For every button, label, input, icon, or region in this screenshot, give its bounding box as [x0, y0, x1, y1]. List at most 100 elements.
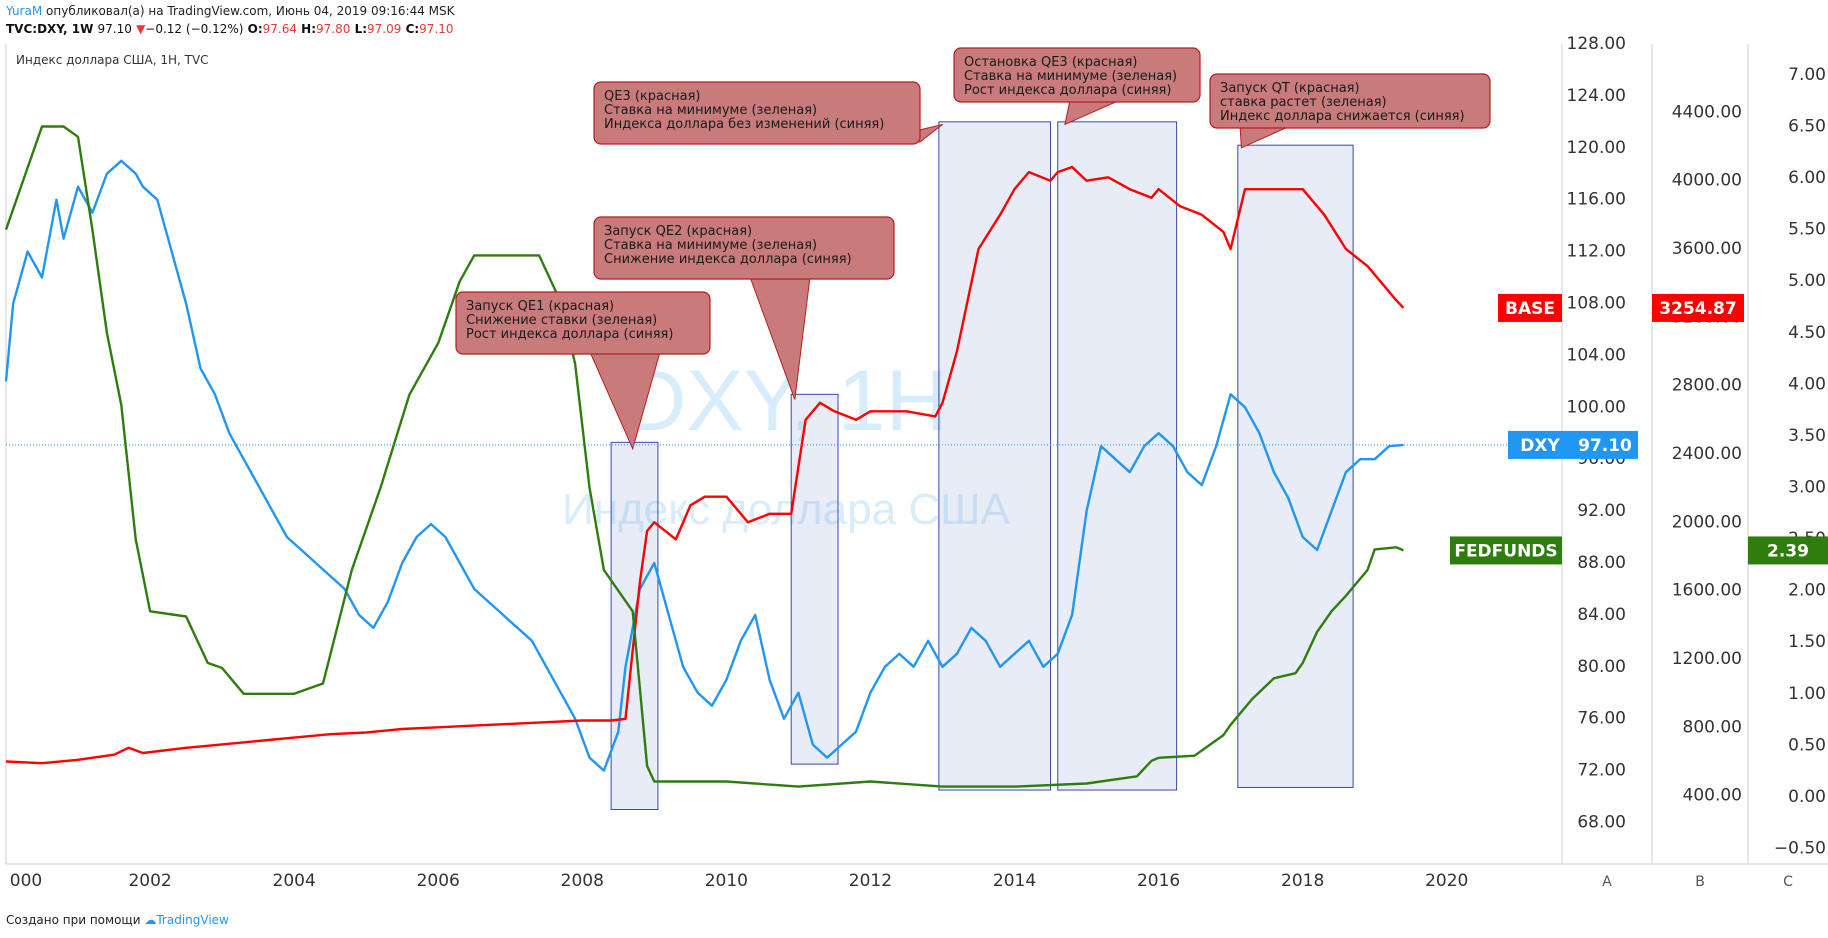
tradingview-logo-icon: ☁: [144, 913, 157, 927]
down-arrow-icon: ▼: [136, 22, 146, 36]
axis-c-tick: −0.50: [1774, 839, 1826, 859]
axis-a-tick: 108.00: [1567, 293, 1626, 313]
label-name-bg: [1508, 430, 1572, 459]
axis-b-tick: 2800.00: [1672, 376, 1742, 396]
callout-qe2[interactable]: Запуск QE2 (красная)Ставка на минимуме (…: [593, 216, 895, 400]
axis-b-tick: 1600.00: [1672, 581, 1742, 601]
label-value-bg: [1748, 536, 1828, 565]
axis-b-tick: 2400.00: [1672, 444, 1742, 464]
axis-c-tick: 6.00: [1788, 168, 1826, 188]
time-axis-tick: 2008: [561, 871, 604, 891]
callout-text-line: Запуск QE2 (красная): [604, 224, 752, 239]
symbol-name: TVC:DXY, 1W: [6, 22, 94, 36]
axis-b-tick: 800.00: [1683, 717, 1742, 737]
highlight-box-qe3stop[interactable]: [1057, 121, 1178, 791]
highlight-box-qe2[interactable]: [790, 393, 839, 765]
time-axis-tick: 2016: [1137, 871, 1180, 891]
highlight-boxes: [610, 121, 1354, 811]
series-value-labels: DXY 97.10 BASE 3254.87 FEDFUNDS 2.39: [1450, 293, 1828, 565]
axis-b-tick: 1200.00: [1672, 649, 1742, 669]
highlight-box-qe3[interactable]: [938, 121, 1052, 791]
axis-a-tick: 84.00: [1577, 605, 1626, 625]
close-value: 97.10: [419, 22, 454, 36]
callout-qt[interactable]: Запуск QT (красная)ставка растет (зелена…: [1209, 73, 1491, 149]
axis-a-tick: 100.00: [1567, 397, 1626, 417]
label-name: DXY: [1520, 436, 1560, 456]
label-name: BASE: [1505, 299, 1555, 319]
axis-a-tick: 68.00: [1577, 812, 1626, 832]
callout-text-line: QE3 (красная): [604, 89, 701, 104]
high-label: H:: [301, 22, 317, 36]
last-price: 97.10: [97, 22, 132, 36]
callout-text-line: Индекса доллара без изменений (синяя): [604, 117, 884, 132]
axis-b-tick: 4400.00: [1672, 102, 1742, 122]
callout-qe1[interactable]: Запуск QE1 (красная)Снижение ставки (зел…: [455, 291, 711, 451]
callout-text-line: Ставка на минимуме (зеленая): [604, 103, 817, 118]
time-axis-tick: 000: [10, 871, 42, 891]
callout-qe3stop[interactable]: Остановка QE3 (красная)Ставка на минимум…: [953, 47, 1201, 126]
axis-c-tick: 1.50: [1788, 632, 1826, 652]
callout-box: [953, 47, 1201, 103]
time-axis[interactable]: 000 2002 2004 2006 2008 2010 2012 2014 2016 2018 2…: [10, 871, 1469, 891]
callout-text-line: Снижение индекса доллара (синяя): [604, 252, 852, 267]
tradingview-link[interactable]: TradingView: [156, 913, 229, 927]
price-axis-b[interactable]: 4400.004000.003600.003200.002800.002400.…: [1672, 102, 1742, 805]
author-link[interactable]: YuraM: [6, 4, 43, 18]
price-axis-a[interactable]: 128.00 124.00 120.00 116.00 112.00 108.00 104.…: [1567, 34, 1626, 832]
axis-c-letter[interactable]: C: [1783, 874, 1793, 890]
axis-c-tick: 7.00: [1788, 65, 1826, 85]
price-change: −0.12 (−0.12%): [145, 22, 244, 36]
time-axis-tick: 2018: [1281, 871, 1324, 891]
axis-b-letter[interactable]: B: [1695, 874, 1705, 890]
highlight-box-qt[interactable]: [1237, 144, 1354, 788]
label-name-bg: [1498, 293, 1562, 322]
axis-c-tick: 5.50: [1788, 220, 1826, 240]
axis-a-tick: 116.00: [1567, 190, 1626, 210]
axis-c-tick: 6.50: [1788, 117, 1826, 137]
axis-a-letter[interactable]: A: [1602, 874, 1612, 890]
open-label: O:: [247, 22, 263, 36]
callout-text-line: ставка растет (зеленая): [1220, 95, 1387, 110]
callout-qe3[interactable]: QE3 (красная)Ставка на минимуме (зеленая…: [593, 81, 943, 145]
label-value-bg: [1652, 293, 1744, 322]
axis-b-tick: 2000.00: [1672, 512, 1742, 532]
time-axis-tick: 2014: [993, 871, 1036, 891]
time-axis-tick: 2012: [849, 871, 892, 891]
callout-box: [455, 291, 711, 355]
label-base: BASE 3254.87: [1498, 293, 1744, 322]
axis-c-tick: 3.50: [1788, 426, 1826, 446]
watermark-name: Индекс доллара США: [562, 485, 1010, 534]
series-line-fedfunds[interactable]: [4, 125, 1404, 788]
series-line-dxy[interactable]: [4, 159, 1404, 772]
price-axis-c[interactable]: 7.006.506.005.505.004.504.003.503.002.50…: [1774, 65, 1826, 859]
time-axis-tick: 2002: [128, 871, 171, 891]
callout-text-line: Индекс доллара снижается (синяя): [1220, 109, 1465, 124]
time-axis-tick: 2006: [417, 871, 460, 891]
axis-a-tick: 112.00: [1567, 242, 1626, 262]
axis-a-tick: 80.00: [1577, 657, 1626, 677]
annotation-callouts: Запуск QE1 (красная)Снижение ставки (зел…: [455, 47, 1491, 451]
publish-info: YuraM опубликовал(а) на TradingView.com,…: [6, 4, 455, 18]
label-name: FEDFUNDS: [1454, 541, 1557, 561]
time-axis-tick: 2004: [273, 871, 316, 891]
series-line-base[interactable]: [5, 165, 1405, 765]
axis-c-tick: 1.00: [1788, 684, 1826, 704]
axis-a-tick: 104.00: [1567, 345, 1626, 365]
axis-c-tick: 4.50: [1788, 323, 1826, 343]
callout-box: [1209, 73, 1491, 129]
series-lines: [4, 125, 1405, 788]
callout-box: [593, 81, 921, 145]
label-dxy: DXY 97.10: [1508, 430, 1638, 459]
callout-text-line: Запуск QE1 (красная): [466, 299, 614, 314]
time-axis-tick: 2010: [705, 871, 748, 891]
axis-a-tick: 124.00: [1567, 86, 1626, 106]
callout-box: [593, 216, 895, 280]
time-axis-tick: 2020: [1425, 871, 1468, 891]
low-value: 97.09: [367, 22, 402, 36]
callout-text-line: Ставка на минимуме (зеленая): [604, 238, 817, 253]
label-value: 2.39: [1767, 541, 1809, 561]
axis-a-tick: 76.00: [1577, 709, 1626, 729]
symbol-info: TVC:DXY, 1W 97.10 ▼−0.12 (−0.12%) O:97.6…: [6, 22, 454, 36]
dxy-chart[interactable]: DXY, 1Н Индекс доллара США Индекс доллар…: [0, 0, 1828, 910]
label-value: 97.10: [1578, 436, 1632, 456]
